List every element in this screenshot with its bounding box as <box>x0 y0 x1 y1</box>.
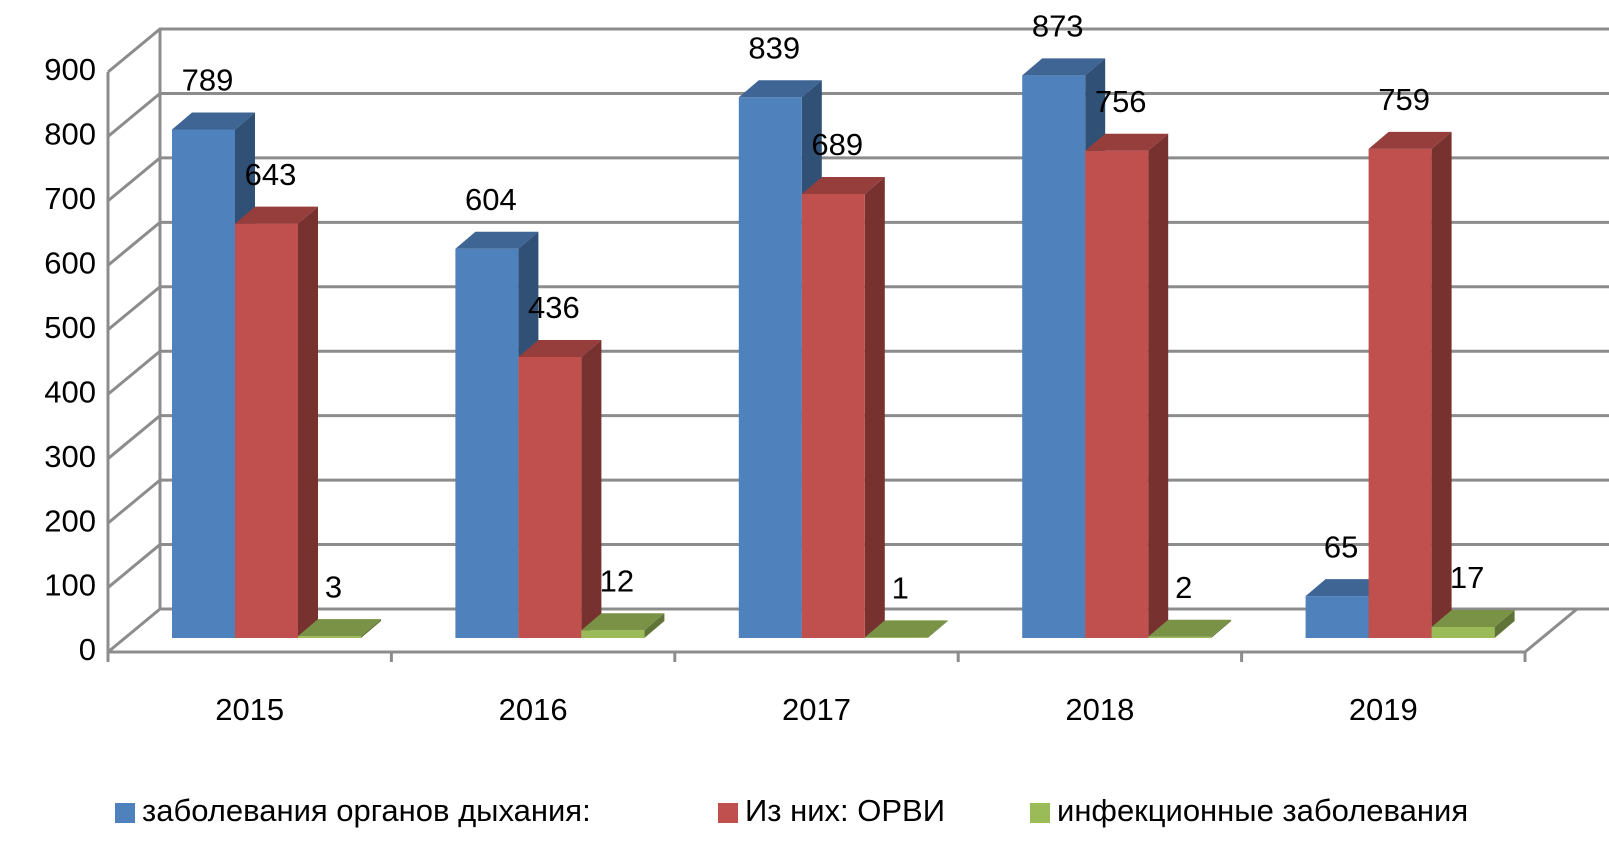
bar-side <box>644 613 665 638</box>
legend-label: заболевания органов дыхания: <box>142 793 591 828</box>
bar <box>581 613 665 638</box>
bar-side <box>581 340 602 638</box>
data-label: 17 <box>1450 560 1484 595</box>
data-label: 65 <box>1324 529 1358 564</box>
bar-front <box>1085 150 1149 639</box>
y-tick-label: 800 <box>44 117 96 152</box>
bar-top <box>801 176 885 194</box>
bar <box>1148 619 1232 638</box>
y-tick-label: 300 <box>44 439 96 474</box>
bar-side <box>1431 131 1452 638</box>
bar-side <box>1494 610 1515 638</box>
bar-top <box>1148 619 1232 637</box>
bar-front <box>738 97 802 639</box>
data-label: 436 <box>528 290 580 325</box>
bar <box>864 620 948 638</box>
bar-front <box>518 357 582 638</box>
legend-swatch <box>115 803 135 823</box>
data-label: 839 <box>748 30 800 65</box>
x-tick-label: 2015 <box>215 692 284 727</box>
bar <box>518 340 602 638</box>
bar-front <box>801 193 865 638</box>
bar-top <box>1368 131 1452 149</box>
data-label: 3 <box>325 569 342 604</box>
data-label: 12 <box>600 563 634 598</box>
bar-front <box>298 636 361 638</box>
grid-line <box>107 27 1609 74</box>
legend-label: инфекционные заболевания <box>1057 793 1468 828</box>
bar-front <box>581 630 645 638</box>
bar-top <box>864 620 948 638</box>
bar-front <box>1431 627 1495 638</box>
bar-front <box>1022 75 1086 638</box>
bar-front <box>1368 148 1432 638</box>
data-label: 756 <box>1095 84 1147 119</box>
y-tick-label: 600 <box>44 246 96 281</box>
y-tick-label: 100 <box>44 568 96 603</box>
bar-front <box>864 637 928 638</box>
bar-top <box>1022 58 1106 76</box>
data-label: 759 <box>1378 82 1430 117</box>
data-label: 643 <box>245 157 297 192</box>
bar-top <box>1085 133 1169 151</box>
bar-side <box>1148 133 1169 639</box>
bar <box>235 206 318 638</box>
bar-front <box>235 223 298 638</box>
bar <box>801 176 885 638</box>
bar <box>1431 610 1515 638</box>
data-label: 689 <box>811 127 863 162</box>
floor-edge <box>1524 607 1578 654</box>
bar-top <box>455 231 539 249</box>
data-label: 2 <box>1175 570 1192 605</box>
bar <box>1085 133 1169 639</box>
legend-swatch <box>1030 803 1050 823</box>
bar-top <box>1431 610 1515 628</box>
data-label: 789 <box>182 63 234 98</box>
x-tick-label: 2019 <box>1349 692 1418 727</box>
bar-side <box>361 619 381 638</box>
bar <box>298 619 381 638</box>
bar-top <box>298 619 381 637</box>
bar-side <box>864 176 885 638</box>
bar-top <box>172 112 255 130</box>
bar <box>1368 131 1452 638</box>
y-tick-label: 0 <box>79 632 96 667</box>
bar-front <box>455 248 519 638</box>
y-tick-label: 200 <box>44 503 96 538</box>
grid-line <box>107 91 1609 138</box>
legend-swatch <box>718 803 738 823</box>
legend-label: Из них: ОРВИ <box>745 793 945 828</box>
bar-side <box>298 206 318 638</box>
bar-top <box>1305 579 1389 597</box>
bar-side <box>927 620 948 638</box>
bar-top <box>738 80 822 98</box>
x-tick-label: 2016 <box>499 692 568 727</box>
bar-front <box>1305 596 1369 638</box>
bar-front <box>172 129 235 639</box>
y-tick-label: 400 <box>44 374 96 409</box>
y-tick-label: 500 <box>44 310 96 345</box>
data-label: 1 <box>892 571 909 606</box>
data-label: 604 <box>465 182 517 217</box>
bar-side <box>1211 619 1232 638</box>
x-tick-label: 2017 <box>782 692 851 727</box>
bar-top <box>235 206 318 224</box>
bar-top <box>518 340 602 358</box>
bar-front <box>1148 636 1212 638</box>
y-tick-label: 900 <box>44 52 96 87</box>
x-tick-label: 2018 <box>1065 692 1134 727</box>
bar-top <box>581 613 665 631</box>
data-label: 873 <box>1032 9 1084 44</box>
y-tick-label: 700 <box>44 181 96 216</box>
